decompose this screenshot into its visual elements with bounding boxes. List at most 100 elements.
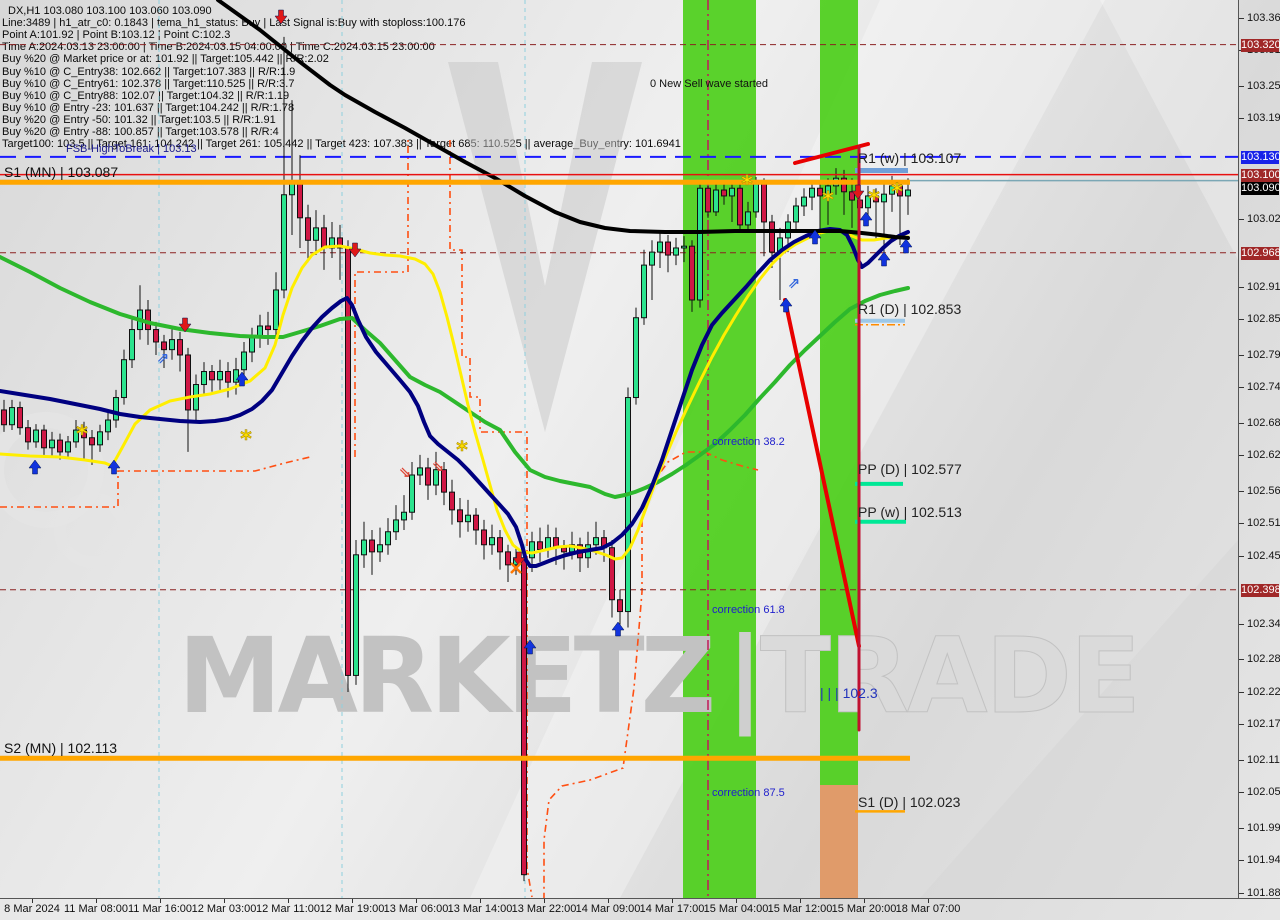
price-tick: [1239, 423, 1244, 424]
candle: [849, 191, 855, 201]
price-tick: [1239, 319, 1244, 320]
price-label: 102.055: [1247, 786, 1280, 798]
price-label: 102.910: [1247, 281, 1280, 293]
sell-arrow-icon: [512, 551, 526, 567]
time-tick: [96, 899, 97, 903]
correction-618-label: correction 61.8: [712, 604, 785, 616]
candle: [793, 205, 799, 223]
price-tick: [1239, 219, 1244, 220]
price-axis[interactable]: 103.365103.310103.250103.195103.025102.9…: [1238, 0, 1280, 899]
price-tick: [1239, 760, 1244, 761]
watermark-left: MARKETZ: [178, 615, 712, 737]
candle: [809, 187, 815, 198]
time-tick: [800, 899, 801, 903]
sell-wave-note: 0 New Sell wave started: [650, 78, 768, 90]
candle: [153, 329, 159, 343]
candle: [265, 325, 271, 331]
price-label: 103.365: [1247, 12, 1280, 24]
candle: [449, 491, 455, 511]
candle: [337, 237, 343, 249]
candle: [649, 251, 655, 266]
pp-weekly-label: PP (w) | 102.513: [858, 504, 962, 520]
price-tick: [1239, 523, 1244, 524]
buy-arrow-icon: [28, 459, 42, 475]
price-badge: 102.398: [1241, 584, 1280, 597]
candle: [105, 419, 111, 433]
breakout-down-icon: ⇘: [432, 457, 445, 475]
price-badge: 103.130: [1241, 151, 1280, 164]
time-label: 15 Mar 12:00: [767, 903, 833, 915]
fsb-envelope-line: [543, 520, 643, 898]
signal-band-green-2: [820, 0, 858, 898]
time-tick: [288, 899, 289, 903]
price-tick: [1239, 355, 1244, 356]
fsb-envelope-line: [0, 456, 311, 508]
candle: [873, 195, 879, 203]
price-tick: [1239, 287, 1244, 288]
candle: [745, 211, 751, 226]
price-tick: [1239, 18, 1244, 19]
info-line: Line:3489 | h1_atr_c0: 0.1843 | tema_h1_…: [2, 17, 466, 30]
time-axis[interactable]: 8 Mar 2024 11 Mar 08:00 11 Mar 16:00 12 Mar…: [0, 898, 1280, 920]
candle: [313, 227, 319, 241]
candle: [401, 511, 407, 521]
candle: [841, 177, 847, 193]
candle: [81, 429, 87, 439]
s1-daily-label: S1 (D) | 102.023: [858, 794, 961, 810]
time-label: 12 Mar 03:00: [191, 903, 257, 915]
correction-875-label: correction 87.5: [712, 787, 785, 799]
time-label: 14 Mar 09:00: [575, 903, 641, 915]
candle: [505, 551, 511, 566]
price-tick: [1239, 828, 1244, 829]
price-label: 102.510: [1247, 517, 1280, 529]
price-label: 101.995: [1247, 822, 1280, 834]
s2-mn-label: S2 (MN) | 102.113: [4, 740, 117, 756]
price-tick: [1239, 387, 1244, 388]
time-label: 15 Mar 04:00: [703, 903, 769, 915]
time-tick: [352, 899, 353, 903]
time-tick: [480, 899, 481, 903]
candle: [361, 539, 367, 556]
price-label: 102.855: [1247, 313, 1280, 325]
candle: [481, 529, 487, 546]
info-line: Buy %10 @ C_Entry88: 102.07 || Target:10…: [2, 89, 290, 102]
buy-arrow-icon: [859, 211, 873, 227]
price-tick: [1239, 624, 1244, 625]
candle: [73, 429, 79, 443]
time-label: 14 Mar 17:00: [639, 903, 705, 915]
time-tick: [160, 899, 161, 903]
correction-382-label: correction 38.2: [712, 436, 785, 448]
time-tick: [672, 899, 673, 903]
candle: [897, 185, 903, 197]
chart-area[interactable]: DX,H1 103.080 103.100 103.060 103.090 Lin…: [0, 0, 1238, 898]
fractal-star-icon: *: [240, 427, 252, 452]
r1-weekly-label: R1 (w) | 103.107: [858, 150, 961, 166]
breakout-up-icon: ⇗: [788, 274, 801, 292]
price-tick: [1239, 556, 1244, 557]
price-tick: [1239, 893, 1244, 894]
candle: [41, 429, 47, 449]
ma-navy: [0, 227, 910, 568]
price-chart-canvas[interactable]: MARKETZ |TRADE ⇗ ⇗ ⇘ ⇘ * * * * * * * FSB-HighToBrea…: [0, 0, 1238, 898]
fsb-envelope-line: [354, 140, 409, 457]
candle: [737, 187, 743, 226]
candle: [209, 371, 215, 381]
candle: [465, 514, 471, 523]
candle: [273, 289, 279, 331]
candle: [121, 359, 127, 399]
info-line: Buy %10 @ C_Entry38: 102.662 || Target:1…: [2, 65, 296, 78]
candle: [489, 537, 495, 546]
signal-band-salmon: [820, 785, 858, 898]
price-tick: [1239, 491, 1244, 492]
candle: [25, 427, 31, 443]
candle: [721, 189, 727, 197]
buy-arrow-icon: [877, 251, 891, 267]
candle: [681, 245, 687, 249]
candle: [97, 431, 103, 446]
buy-arrow-icon: [779, 297, 793, 313]
candle: [433, 469, 439, 486]
candle: [497, 537, 503, 553]
candle: [321, 227, 327, 249]
candle: [89, 437, 95, 446]
price-tick: [1239, 455, 1244, 456]
